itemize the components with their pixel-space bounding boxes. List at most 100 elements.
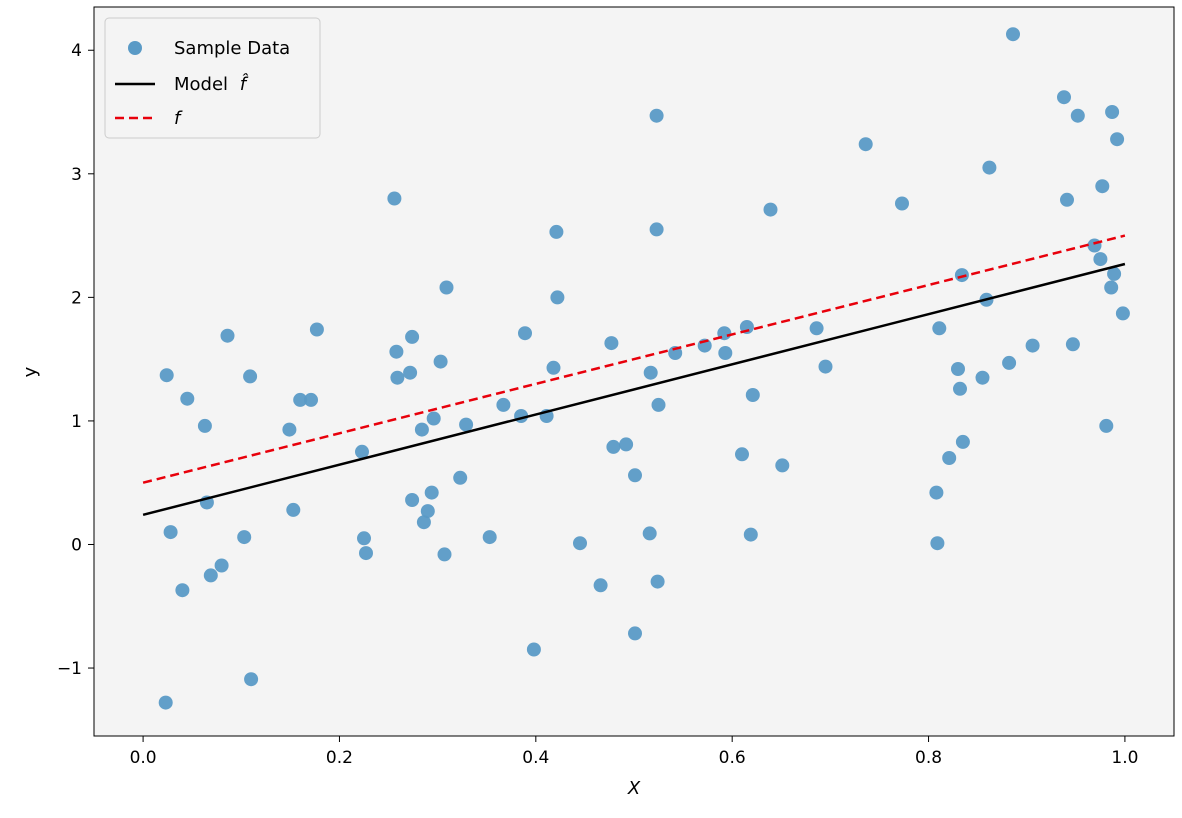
x-tick-label: 1.0 bbox=[1111, 748, 1138, 768]
data-point bbox=[1107, 266, 1122, 281]
legend-label-sample-data: Sample Data bbox=[174, 38, 290, 59]
data-point bbox=[858, 137, 873, 152]
data-point bbox=[304, 392, 318, 407]
data-point bbox=[424, 485, 439, 500]
data-point bbox=[403, 365, 418, 380]
data-point bbox=[482, 530, 497, 545]
y-tick-label: −1 bbox=[57, 659, 82, 679]
data-point bbox=[389, 344, 404, 359]
data-point bbox=[1002, 355, 1017, 370]
legend-label-model: Model f̂ bbox=[174, 74, 249, 95]
data-point bbox=[220, 328, 235, 343]
data-point bbox=[951, 362, 965, 376]
data-point bbox=[718, 346, 733, 360]
data-point bbox=[357, 531, 371, 546]
data-point bbox=[433, 354, 448, 369]
legend-frame bbox=[104, 17, 321, 139]
data-point bbox=[526, 642, 541, 657]
data-point bbox=[628, 468, 642, 483]
data-point bbox=[175, 583, 190, 598]
data-point bbox=[355, 444, 369, 459]
data-point bbox=[606, 439, 621, 454]
data-point bbox=[496, 397, 511, 412]
data-point bbox=[593, 578, 608, 593]
data-point bbox=[1093, 252, 1108, 267]
data-point bbox=[775, 458, 790, 473]
data-point bbox=[214, 558, 229, 573]
data-point bbox=[1087, 238, 1102, 253]
data-point bbox=[818, 359, 833, 374]
data-point bbox=[1006, 27, 1020, 42]
data-point bbox=[244, 672, 259, 687]
data-point bbox=[982, 160, 997, 175]
data-point bbox=[1057, 90, 1071, 105]
data-point bbox=[628, 626, 642, 641]
data-point bbox=[237, 530, 252, 545]
data-point bbox=[414, 422, 429, 437]
data-point bbox=[243, 369, 258, 384]
legend-label-model-symbol: f̂ bbox=[240, 74, 249, 95]
data-point bbox=[735, 447, 749, 462]
data-point bbox=[642, 526, 657, 541]
data-point bbox=[416, 515, 431, 530]
data-point bbox=[550, 290, 565, 305]
legend-marker-sample-data bbox=[128, 41, 142, 55]
axis-ticks: 0.0 0.2 0.4 0.6 0.8 1.0 −1 0 1 2 3 4 bbox=[57, 41, 1138, 768]
legend-label-model-text: Model bbox=[174, 74, 228, 95]
data-point bbox=[930, 536, 945, 551]
data-point bbox=[282, 422, 297, 437]
plot-frame bbox=[93, 6, 1175, 737]
series-layer bbox=[142, 27, 1130, 710]
data-point bbox=[573, 536, 587, 551]
data-point bbox=[459, 417, 474, 432]
data-point bbox=[1104, 280, 1119, 295]
data-point bbox=[1115, 306, 1130, 321]
x-axis-label: X bbox=[627, 778, 641, 799]
data-point bbox=[954, 268, 969, 283]
data-point bbox=[390, 370, 405, 385]
data-point bbox=[420, 504, 435, 519]
data-point bbox=[359, 546, 373, 561]
data-point bbox=[619, 437, 634, 452]
data-point bbox=[668, 346, 683, 360]
data-point bbox=[649, 108, 664, 123]
y-tick-label: 4 bbox=[71, 41, 82, 61]
data-point bbox=[439, 280, 454, 295]
data-point bbox=[180, 391, 195, 406]
data-point bbox=[1070, 108, 1085, 123]
y-tick-label: 3 bbox=[71, 165, 82, 185]
data-point bbox=[293, 392, 308, 407]
data-point bbox=[549, 224, 564, 239]
data-point bbox=[197, 418, 212, 433]
data-point bbox=[643, 365, 658, 380]
y-tick-label: 0 bbox=[71, 535, 82, 555]
data-point bbox=[650, 574, 665, 589]
data-point bbox=[649, 222, 664, 237]
data-point bbox=[942, 451, 957, 465]
data-point bbox=[1105, 105, 1120, 119]
data-point bbox=[1095, 179, 1110, 194]
data-point bbox=[546, 360, 561, 375]
x-tick-label: 0.2 bbox=[326, 748, 353, 768]
data-point bbox=[405, 493, 420, 507]
data-point bbox=[932, 321, 947, 336]
data-point bbox=[437, 547, 452, 562]
data-point bbox=[159, 368, 174, 383]
data-point bbox=[809, 321, 824, 336]
data-point bbox=[1110, 132, 1125, 147]
data-point bbox=[1060, 192, 1074, 207]
y-tick-label: 2 bbox=[71, 288, 82, 308]
data-point bbox=[518, 326, 532, 341]
x-tick-label: 0.4 bbox=[522, 748, 549, 768]
x-tick-label: 0.0 bbox=[130, 748, 157, 768]
legend: Sample Data Model f̂ f bbox=[104, 17, 321, 139]
data-point bbox=[1025, 338, 1040, 353]
data-point bbox=[745, 388, 760, 402]
data-point bbox=[203, 568, 218, 583]
data-point bbox=[604, 336, 619, 351]
data-point bbox=[895, 196, 909, 211]
data-point bbox=[426, 411, 441, 426]
data-point bbox=[405, 329, 420, 344]
data-point bbox=[651, 397, 666, 412]
